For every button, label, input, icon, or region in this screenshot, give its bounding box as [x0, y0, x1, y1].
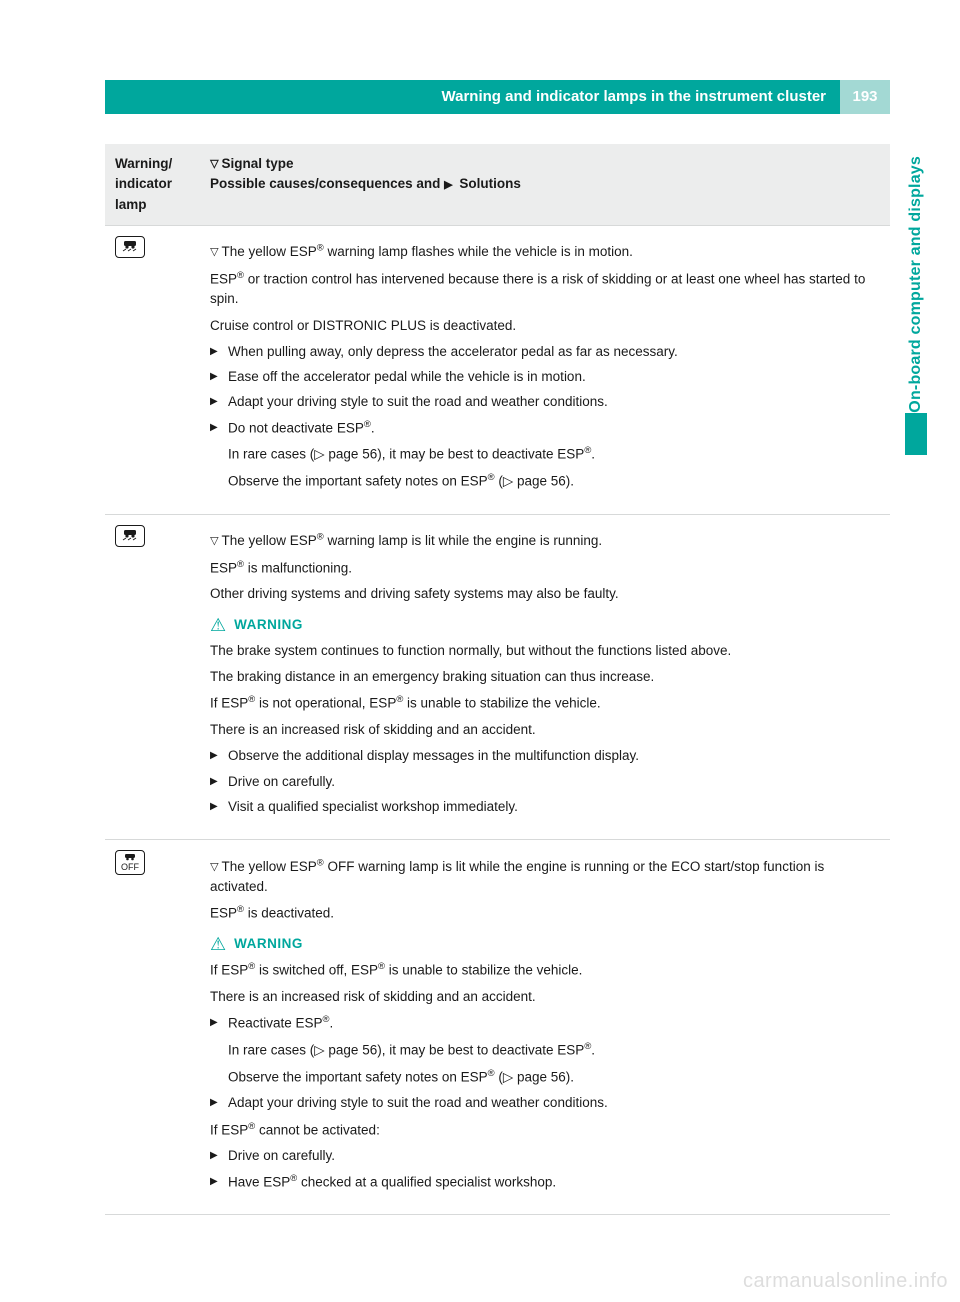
esp-lamp-icon	[115, 236, 145, 258]
warning-heading: ⚠ WARNING	[210, 615, 880, 635]
row2-w3: If ESP® is not operational, ESP® is unab…	[210, 693, 880, 714]
row1-p2: Cruise control or DISTRONIC PLUS is deac…	[210, 316, 880, 336]
row3-p2: If ESP® cannot be activated:	[210, 1120, 880, 1141]
list-item: Drive on carefully.	[210, 1146, 880, 1166]
header-bar: Warning and indicator lamps in the instr…	[105, 80, 890, 114]
row3-sub2: Observe the important safety notes on ES…	[210, 1067, 880, 1088]
warning-label: WARNING	[234, 934, 303, 954]
warning-heading: ⚠ WARNING	[210, 934, 880, 954]
th-lamp: Warning/ indicator lamp	[105, 144, 200, 225]
row1-sub2: Observe the important safety notes on ES…	[210, 471, 880, 492]
side-tab-block	[905, 413, 927, 455]
row3-bullets-1: Reactivate ESP®.	[210, 1013, 880, 1034]
warning-table: Warning/ indicator lamp ▷Signal type Pos…	[105, 144, 890, 1215]
table-row: ▷The yellow ESP® warning lamp is lit whi…	[105, 514, 890, 839]
th-signal-l2b: Solutions	[456, 176, 521, 191]
row1-sub1: In rare cases (▷ page 56), it may be bes…	[210, 444, 880, 465]
list-item: Adapt your driving style to suit the roa…	[210, 392, 880, 412]
signal-cell: ▷The yellow ESP® warning lamp flashes wh…	[200, 225, 890, 514]
th-lamp-l1: Warning/	[115, 156, 172, 171]
row2-p1: ESP® is malfunctioning.	[210, 558, 880, 579]
th-signal: ▷Signal type Possible causes/consequence…	[200, 144, 890, 225]
row3-bullets-3: Drive on carefully. Have ESP® checked at…	[210, 1146, 880, 1192]
th-lamp-l3: lamp	[115, 197, 147, 212]
esp-off-lamp-icon: OFF	[115, 850, 145, 875]
signal-cell: ▷The yellow ESP® OFF warning lamp is lit…	[200, 840, 890, 1215]
row2-p2: Other driving systems and driving safety…	[210, 584, 880, 604]
side-tab-label: On-board computer and displays	[904, 150, 928, 413]
warning-triangle-icon: ⚠	[210, 935, 226, 953]
th-lamp-l2: indicator	[115, 176, 172, 191]
row2-w1: The brake system continues to function n…	[210, 641, 880, 661]
car-skid-icon	[121, 854, 139, 862]
row2-w4: There is an increased risk of skidding a…	[210, 720, 880, 740]
watermark: carmanualsonline.info	[743, 1266, 948, 1296]
row3-p1: ESP® is deactivated.	[210, 903, 880, 924]
th-signal-l2a: Possible causes/consequences and	[210, 176, 444, 191]
warning-label: WARNING	[234, 615, 303, 635]
row1-signal: The yellow ESP® warning lamp flashes whi…	[221, 244, 632, 259]
header-title: Warning and indicator lamps in the instr…	[105, 80, 840, 114]
row3-bullets-2: Adapt your driving style to suit the roa…	[210, 1093, 880, 1113]
car-skid-icon	[121, 240, 139, 252]
lamp-cell	[105, 225, 200, 514]
signal-cell: ▷The yellow ESP® warning lamp is lit whi…	[200, 514, 890, 839]
table-row: ▷The yellow ESP® warning lamp flashes wh…	[105, 225, 890, 514]
table-row: OFF ▷The yellow ESP® OFF warning lamp is…	[105, 840, 890, 1215]
row3-w2: There is an increased risk of skidding a…	[210, 987, 880, 1007]
triangle-icon: ▷	[206, 537, 223, 545]
side-tab: On-board computer and displays	[904, 150, 928, 455]
row1-bullets: When pulling away, only depress the acce…	[210, 342, 880, 439]
lamp-cell: OFF	[105, 840, 200, 1215]
row2-w2: The braking distance in an emergency bra…	[210, 667, 880, 687]
page-number: 193	[840, 80, 890, 114]
list-item: Ease off the accelerator pedal while the…	[210, 367, 880, 387]
esp-lamp-icon	[115, 525, 145, 547]
list-item: Observe the additional display messages …	[210, 746, 880, 766]
list-item: Do not deactivate ESP®.	[210, 418, 880, 439]
list-item: Drive on carefully.	[210, 772, 880, 792]
triangle-icon: ▷	[206, 863, 223, 871]
page-container: Warning and indicator lamps in the instr…	[0, 0, 960, 1255]
list-item: Reactivate ESP®.	[210, 1013, 880, 1034]
list-item: Visit a qualified specialist workshop im…	[210, 797, 880, 817]
row3-sub1: In rare cases (▷ page 56), it may be bes…	[210, 1040, 880, 1061]
row3-signal: The yellow ESP® OFF warning lamp is lit …	[210, 859, 824, 894]
row2-signal: The yellow ESP® warning lamp is lit whil…	[221, 533, 602, 548]
row1-p1: ESP® or traction control has intervened …	[210, 269, 880, 310]
row3-w1: If ESP® is switched off, ESP® is unable …	[210, 960, 880, 981]
triangle-icon: ▷	[206, 248, 223, 256]
row2-bullets: Observe the additional display messages …	[210, 746, 880, 817]
warning-triangle-icon: ⚠	[210, 616, 226, 634]
list-item: Adapt your driving style to suit the roa…	[210, 1093, 880, 1113]
triangle-icon: ▷	[206, 160, 223, 168]
triangle-solid-icon: ▶	[444, 177, 452, 194]
lamp-cell	[105, 514, 200, 839]
th-signal-l1: Signal type	[221, 156, 293, 171]
car-skid-icon	[121, 529, 139, 541]
list-item: When pulling away, only depress the acce…	[210, 342, 880, 362]
list-item: Have ESP® checked at a qualified special…	[210, 1172, 880, 1193]
